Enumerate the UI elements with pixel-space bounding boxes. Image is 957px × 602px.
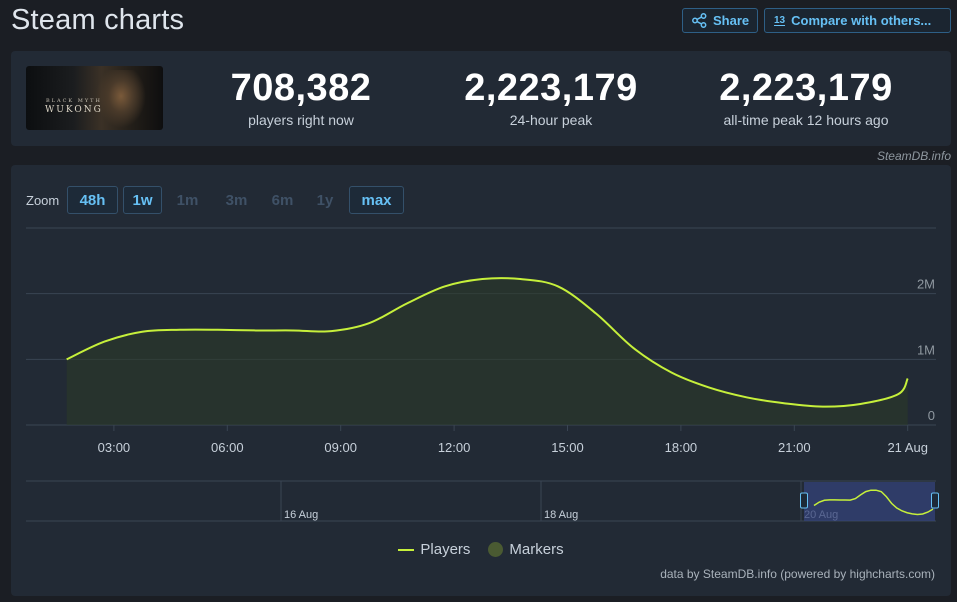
y-tick-label: 0: [928, 408, 935, 423]
stat-current-value: 708,382: [230, 67, 372, 109]
players-point[interactable]: [707, 386, 711, 390]
players-point[interactable]: [669, 370, 673, 374]
zoom-1y-button[interactable]: 1y: [316, 191, 334, 209]
legend-players-swatch: [398, 548, 415, 551]
navigator-right-handle[interactable]: [931, 492, 939, 509]
share-button[interactable]: Share: [682, 8, 758, 33]
share-icon: [692, 13, 707, 28]
players-point[interactable]: [178, 328, 182, 332]
players-point[interactable]: [896, 392, 900, 396]
x-tick-label: 15:00: [551, 440, 584, 455]
x-tick-label: 12:00: [438, 440, 471, 455]
y-tick-label: 2M: [917, 277, 935, 292]
zoom-label: Zoom: [26, 193, 60, 208]
zoom-3m-button[interactable]: 3m: [225, 191, 248, 209]
thumbnail-logo-top: BLACK MYTH: [46, 98, 102, 104]
x-tick-label: 03:00: [98, 440, 131, 455]
stat-24h-peak: 2,223,179 24-hour peak: [446, 68, 656, 128]
game-thumbnail[interactable]: BLACK MYTH WUKONG: [26, 66, 163, 130]
players-point[interactable]: [254, 328, 258, 332]
x-tick-label: 21 Aug: [887, 440, 928, 455]
players-point[interactable]: [556, 284, 560, 288]
x-tick-label: 09:00: [324, 440, 357, 455]
players-point[interactable]: [329, 329, 333, 333]
navigator-date-label: 16 Aug: [284, 509, 318, 521]
navigator-selection[interactable]: [804, 482, 935, 521]
players-point[interactable]: [518, 277, 522, 281]
page-title: Steam charts: [11, 4, 185, 36]
zoom-max-button[interactable]: max: [349, 186, 404, 214]
players-point[interactable]: [858, 402, 862, 406]
stat-24h-peak-value: 2,223,179: [464, 67, 638, 109]
stat-24h-peak-label: 24-hour peak: [509, 112, 593, 128]
x-tick-label: 06:00: [211, 440, 244, 455]
players-point[interactable]: [140, 330, 144, 334]
thumbnail-figure: [96, 70, 146, 128]
players-point[interactable]: [102, 340, 106, 344]
players-point[interactable]: [906, 376, 910, 380]
players-point[interactable]: [594, 311, 598, 315]
players-point[interactable]: [783, 401, 787, 405]
players-point[interactable]: [216, 328, 220, 332]
chart-credits[interactable]: data by SteamDB.info (powered by highcha…: [660, 567, 935, 581]
compare-button[interactable]: 13 Compare with others...: [764, 8, 951, 33]
stat-alltime-label: all-time peak 12 hours ago: [723, 112, 889, 128]
players-point[interactable]: [745, 395, 749, 399]
players-point[interactable]: [367, 321, 371, 325]
players-area-fill: [66, 278, 908, 425]
thumbnail-logo-main: WUKONG: [45, 105, 103, 115]
x-tick-label: 18:00: [665, 440, 698, 455]
stat-alltime-value: 2,223,179: [719, 67, 893, 109]
chart-panel: Zoom 48h 1w 1m 3m 6m 1y max 0 1M 2M 03:00 0…: [11, 165, 951, 596]
players-point[interactable]: [821, 405, 825, 409]
steamdb-watermark: SteamDB.info: [876, 149, 951, 163]
x-tick-label: 21:00: [778, 440, 811, 455]
compare-icon: 13: [774, 14, 786, 26]
chart-svg: 0 1M 2M 03:00 06:00 09:00 12:00 15:00 18:00 21:0…: [26, 227, 939, 522]
legend-item-markers[interactable]: Markers: [488, 541, 564, 558]
legend-markers-swatch: [488, 542, 504, 557]
players-point[interactable]: [632, 346, 636, 350]
players-point[interactable]: [291, 328, 295, 332]
navigator-left-handle[interactable]: [800, 492, 808, 509]
chart-legend: Players Markers: [11, 541, 951, 558]
zoom-48h-button[interactable]: 48h: [67, 186, 118, 214]
players-point[interactable]: [480, 277, 484, 281]
players-point[interactable]: [405, 302, 409, 306]
stat-alltime-peak: 2,223,179 all-time peak 12 hours ago: [701, 68, 911, 128]
stat-current-label: players right now: [248, 112, 354, 128]
y-tick-label: 1M: [917, 342, 935, 357]
stats-panel: BLACK MYTH WUKONG 708,382 players right …: [11, 51, 951, 146]
legend-markers-label: Markers: [509, 541, 564, 558]
zoom-1w-button[interactable]: 1w: [123, 186, 162, 214]
legend-item-players[interactable]: Players: [398, 541, 470, 558]
zoom-1m-button[interactable]: 1m: [176, 191, 199, 209]
stat-current-players: 708,382 players right now: [201, 68, 401, 128]
navigator-series-line: [813, 489, 934, 516]
players-series-line: [66, 277, 909, 408]
navigator-date-label: 18 Aug: [544, 509, 578, 521]
compare-label: Compare with others...: [791, 13, 932, 28]
share-label: Share: [713, 13, 750, 28]
zoom-6m-button[interactable]: 6m: [271, 191, 294, 209]
players-point[interactable]: [65, 357, 69, 361]
players-point[interactable]: [443, 284, 447, 288]
legend-players-label: Players: [420, 541, 471, 558]
